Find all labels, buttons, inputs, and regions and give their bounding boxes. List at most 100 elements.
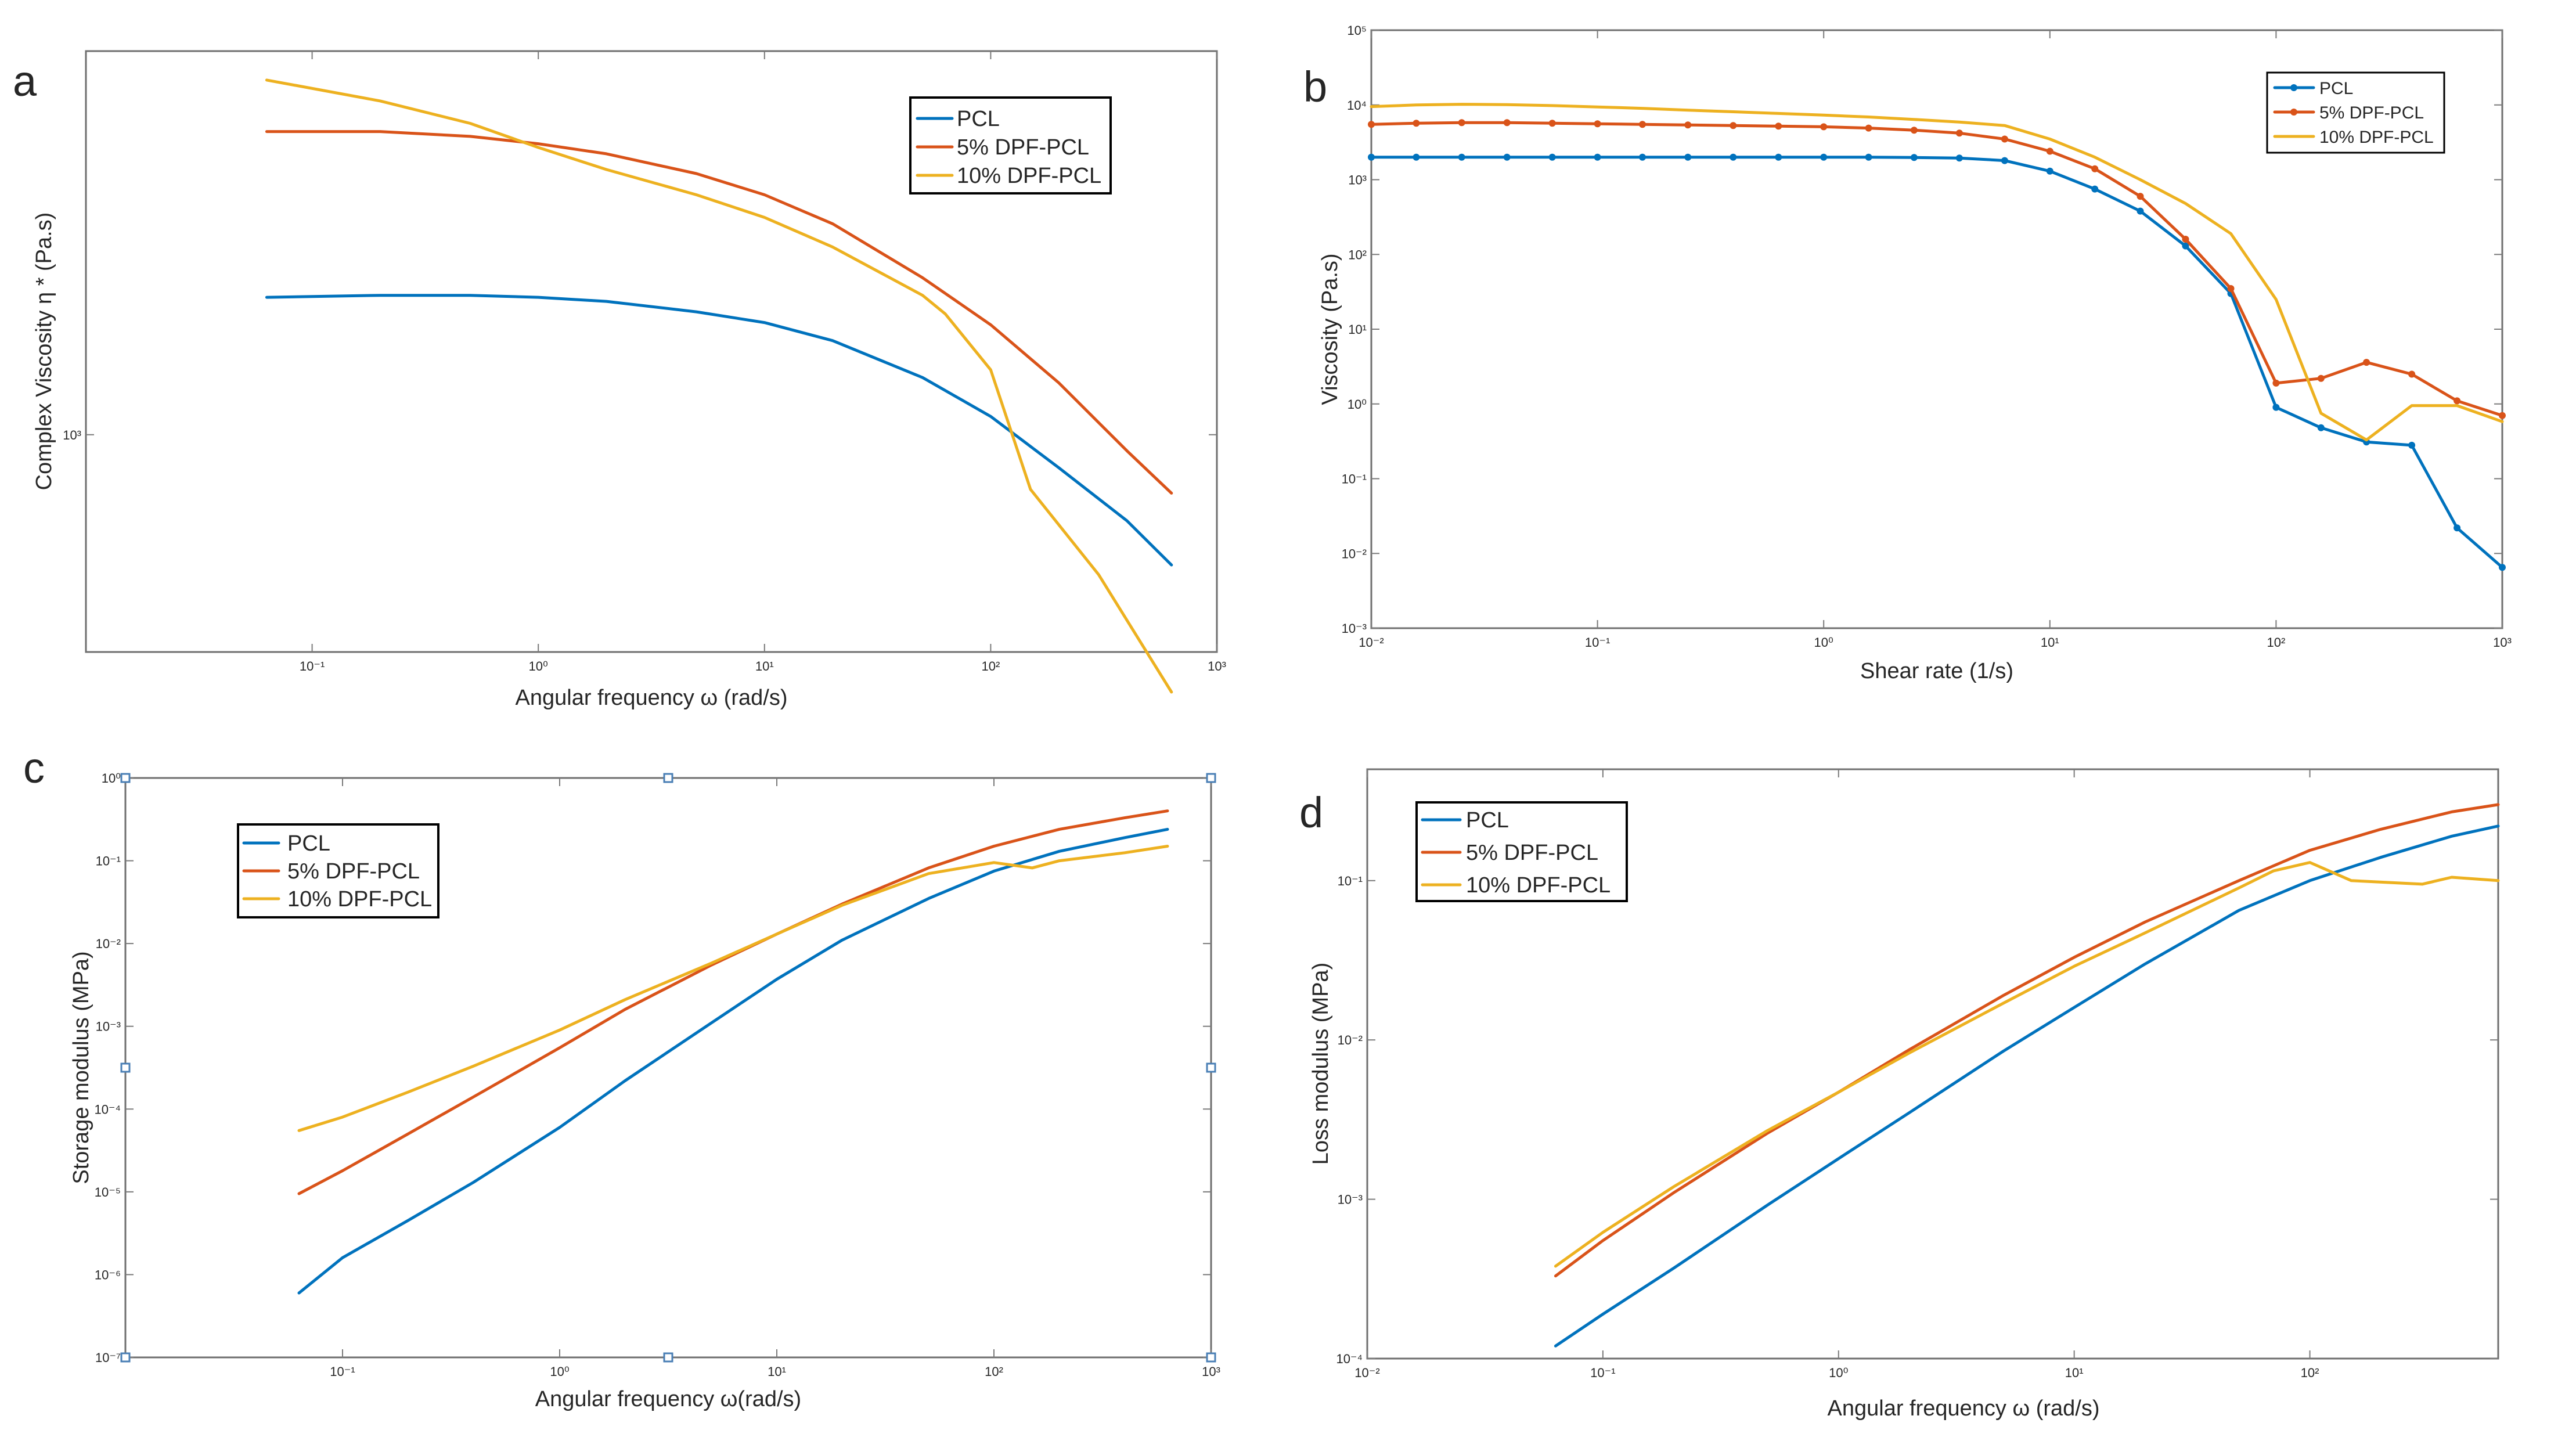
panel-d-xlabel: Angular frequency ω (rad/s) bbox=[1828, 1396, 2100, 1421]
panel-d-letter: d bbox=[1299, 788, 1323, 837]
panel-b-yticks: 10⁻³ 10⁻² 10⁻¹ 10⁰ 10¹ 10² 10³ 10⁴ 10⁵ bbox=[1342, 23, 2502, 636]
panel-d-ytick-label: 10⁻¹ bbox=[1338, 874, 1363, 888]
panel-c-ytick-label: 10⁻¹ bbox=[96, 854, 121, 869]
panel-c-selection-handles[interactable] bbox=[120, 773, 1216, 1363]
panel-a-line-5pct-dpf-pcl bbox=[265, 130, 1173, 495]
panel-c-handle-middle-right[interactable] bbox=[1206, 1062, 1216, 1073]
panel-c-series bbox=[297, 809, 1169, 1295]
panel-b-ylabel: Viscosity (Pa.s) bbox=[1318, 253, 1342, 405]
panel-a: a Angular frequency ω (rad/s) Complex Vi… bbox=[13, 50, 1226, 710]
panel-c-ytick-label: 10⁰ bbox=[102, 771, 121, 786]
panel-b-point-5pct-dpf-pcl bbox=[1503, 119, 1511, 127]
panel-b-point-pcl bbox=[2137, 207, 2144, 215]
panel-b-xticks: 10⁻² 10⁻¹ 10⁰ 10¹ 10² 10³ bbox=[1359, 30, 2512, 650]
panel-b-point-pcl bbox=[1910, 154, 1918, 161]
panel-a-legend-label-5pct: 5% DPF-PCL bbox=[957, 135, 1089, 160]
panel-a-legend-label-pcl: PCL bbox=[957, 107, 1000, 131]
panel-c-handle-bottom-right[interactable] bbox=[1206, 1352, 1216, 1363]
panel-c-ytick-label: 10⁻² bbox=[96, 936, 121, 951]
panel-d-ylabel: Loss modulus (MPa) bbox=[1309, 963, 1333, 1165]
panel-d-legend-label-10pct: 10% DPF-PCL bbox=[1466, 873, 1611, 898]
panel-c-line-pcl bbox=[297, 827, 1169, 1295]
panel-b-point-pcl bbox=[1503, 153, 1511, 161]
panel-a-legend-label-10pct: 10% DPF-PCL bbox=[957, 164, 1101, 188]
panel-d-legend-label-5pct: 5% DPF-PCL bbox=[1466, 841, 1598, 865]
panel-b-point-5pct-dpf-pcl bbox=[2001, 135, 2008, 143]
panel-d-yticks: 10⁻⁴ 10⁻³ 10⁻² 10⁻¹ bbox=[1336, 874, 2498, 1366]
panel-b-point-pcl bbox=[1684, 153, 1692, 161]
panel-b-point-5pct-dpf-pcl bbox=[1684, 121, 1692, 129]
panel-a-line-pcl bbox=[265, 294, 1173, 567]
panel-c: c Angular frequency ω(rad/s) Storage mod… bbox=[23, 744, 1220, 1411]
panel-b-line-5pct-dpf-pcl bbox=[1370, 121, 2504, 417]
panel-b-xtick-label: 10⁰ bbox=[1814, 635, 1833, 650]
panel-c-legend-label-pcl: PCL bbox=[287, 831, 330, 856]
panel-c-line-10pct-dpf-pcl bbox=[297, 845, 1169, 1132]
panel-a-xtick-label: 10³ bbox=[1208, 659, 1226, 673]
panel-b-point-5pct-dpf-pcl bbox=[1458, 119, 1465, 127]
panel-b-ytick-label: 10⁻² bbox=[1342, 546, 1367, 561]
panel-b-legend-label-10pct: 10% DPF-PCL bbox=[2319, 128, 2434, 147]
panel-b-point-pcl bbox=[1775, 153, 1782, 161]
panel-b-point-pcl bbox=[1820, 153, 1828, 161]
panel-a-ylabel: Complex Viscosity η * (Pa.s) bbox=[32, 212, 56, 491]
panel-a-series bbox=[265, 78, 1173, 694]
panel-b-line-pcl bbox=[1370, 156, 2504, 569]
panel-d-xticks: 10⁻² 10⁻¹ 10⁰ 10¹ 10² bbox=[1354, 769, 2319, 1380]
panel-c-letter: c bbox=[23, 744, 45, 792]
panel-a-xtick-label: 10¹ bbox=[755, 659, 774, 673]
panel-b-point-pcl bbox=[2182, 242, 2189, 250]
panel-d-line-5pct-dpf-pcl bbox=[1554, 803, 2500, 1278]
panel-d-line-pcl bbox=[1554, 824, 2500, 1348]
panel-c-handle-top-middle[interactable] bbox=[663, 773, 673, 783]
panel-c-handle-bottom-middle[interactable] bbox=[663, 1352, 673, 1363]
panel-b-ytick-label: 10³ bbox=[1348, 173, 1367, 188]
panel-b-point-5pct-dpf-pcl bbox=[2137, 193, 2144, 200]
panel-c-legend[interactable]: PCL 5% DPF-PCL 10% DPF-PCL bbox=[237, 823, 439, 918]
panel-c-yticks: 10⁻⁷ 10⁻⁶ 10⁻⁵ 10⁻⁴ 10⁻³ 10⁻² 10⁻¹ 10⁰ bbox=[94, 771, 1211, 1365]
panel-a-xlabel: Angular frequency ω (rad/s) bbox=[516, 686, 788, 710]
panel-c-handle-middle-left[interactable] bbox=[120, 1062, 131, 1073]
panel-c-ytick-label: 10⁻⁶ bbox=[95, 1267, 121, 1282]
panel-b-point-5pct-dpf-pcl bbox=[1639, 121, 1646, 128]
panel-b-xtick-label: 10¹ bbox=[2041, 635, 2059, 650]
panel-c-xtick-label: 10³ bbox=[1202, 1364, 1220, 1379]
panel-c-xtick-label: 10⁻¹ bbox=[330, 1364, 355, 1379]
panel-c-handle-top-left[interactable] bbox=[120, 773, 131, 783]
panel-b-point-pcl bbox=[1368, 153, 1375, 161]
panel-b-point-pcl bbox=[1413, 153, 1420, 161]
panel-c-handle-bottom-left[interactable] bbox=[120, 1352, 131, 1363]
panel-b-point-5pct-dpf-pcl bbox=[1955, 129, 1963, 137]
panel-b-point-pcl bbox=[2499, 564, 2506, 571]
panel-b-legend[interactable]: PCL 5% DPF-PCL 10% DPF-PCL bbox=[2266, 71, 2445, 154]
panel-b-point-pcl bbox=[1730, 153, 1737, 161]
panel-c-handle-top-right[interactable] bbox=[1206, 773, 1216, 783]
panel-b-point-5pct-dpf-pcl bbox=[1775, 123, 1782, 130]
panel-b-point-5pct-dpf-pcl bbox=[2317, 374, 2325, 382]
panel-d-ytick-label: 10⁻² bbox=[1338, 1033, 1363, 1047]
panel-a-xtick-label: 10⁻¹ bbox=[300, 659, 325, 673]
panel-b-point-5pct-dpf-pcl bbox=[2227, 285, 2235, 292]
panel-d-legend[interactable]: PCL 5% DPF-PCL 10% DPF-PCL bbox=[1415, 801, 1628, 902]
panel-b-point-pcl bbox=[1865, 153, 1872, 161]
panel-c-xtick-label: 10² bbox=[985, 1364, 1003, 1379]
panel-b-point-5pct-dpf-pcl bbox=[2453, 397, 2461, 405]
panel-d-series bbox=[1554, 803, 2500, 1348]
panel-b-point-pcl bbox=[1955, 154, 1963, 162]
panel-d: d Angular frequency ω (rad/s) Loss modul… bbox=[1299, 768, 2500, 1421]
panel-a-line-10pct-dpf-pcl bbox=[265, 78, 1173, 694]
panel-d-xtick-label: 10⁻² bbox=[1354, 1366, 1379, 1380]
panel-a-legend[interactable]: PCL 5% DPF-PCL 10% DPF-PCL bbox=[909, 96, 1112, 194]
panel-b-point-5pct-dpf-pcl bbox=[1865, 124, 1872, 132]
panel-d-legend-label-pcl: PCL bbox=[1466, 808, 1509, 833]
panel-d-ytick-label: 10⁻³ bbox=[1338, 1193, 1363, 1207]
panel-c-ylabel: Storage modulus (MPa) bbox=[69, 951, 93, 1184]
panel-b-legend-label-5pct: 5% DPF-PCL bbox=[2319, 103, 2424, 123]
panel-b-point-pcl bbox=[2091, 185, 2099, 193]
panel-b-point-5pct-dpf-pcl bbox=[2272, 379, 2280, 387]
panel-d-xtick-label: 10² bbox=[2301, 1366, 2319, 1380]
panel-b-point-pcl bbox=[2001, 157, 2008, 164]
panel-b-point-pcl bbox=[1594, 153, 1601, 161]
panel-d-xtick-label: 10⁻¹ bbox=[1590, 1366, 1615, 1380]
